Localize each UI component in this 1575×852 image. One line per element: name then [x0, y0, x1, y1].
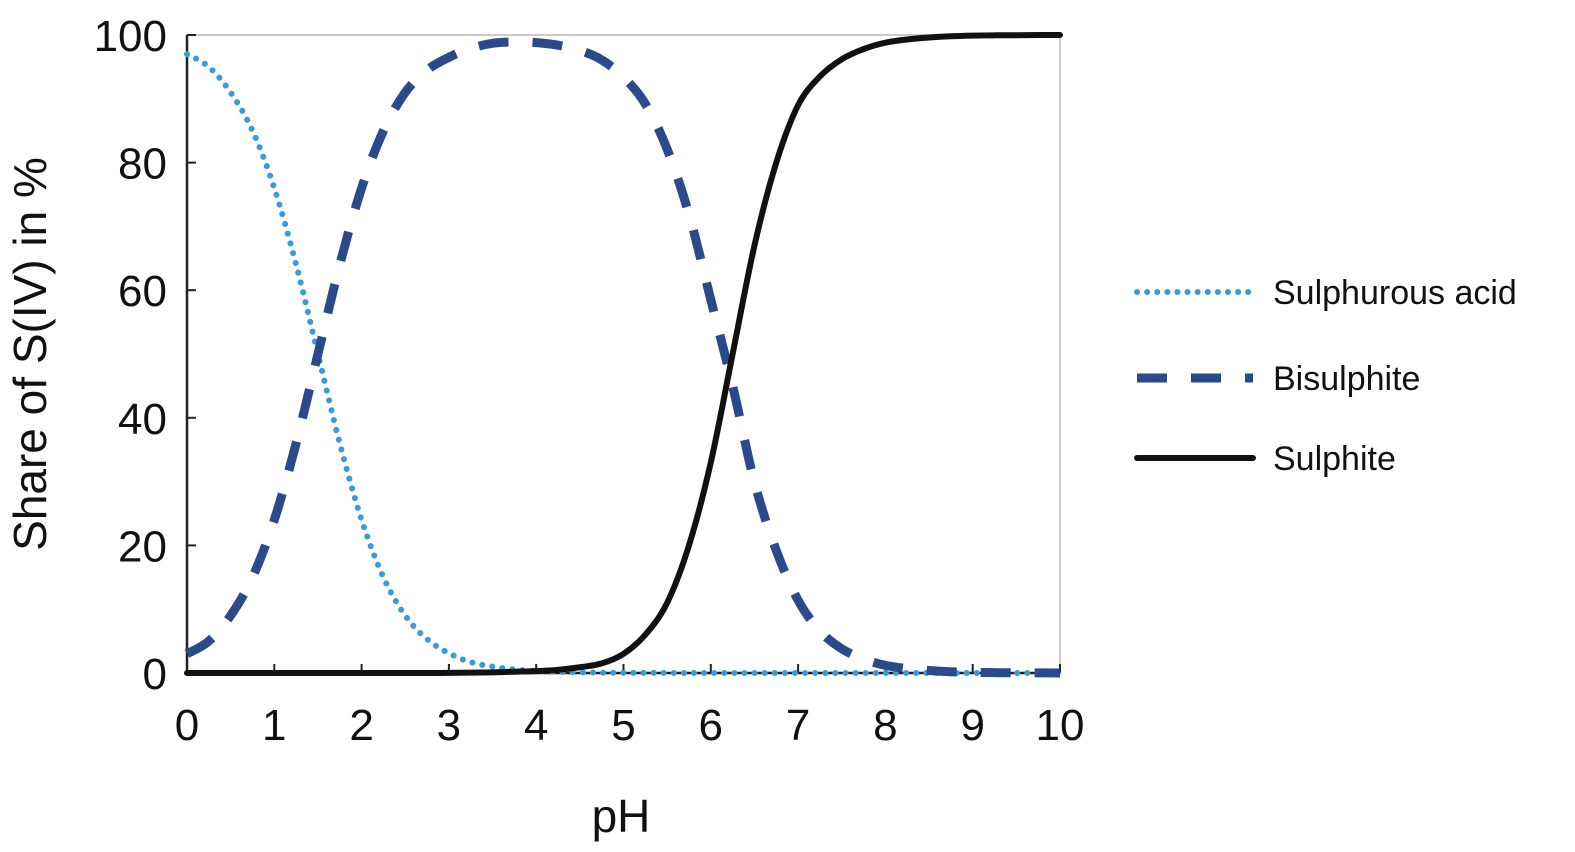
- series-layer: [184, 32, 1063, 678]
- x-tick-label: 1: [262, 701, 286, 750]
- y-tick-label: 40: [118, 395, 167, 444]
- plot-frame: [186, 34, 1061, 674]
- legend-item-bisulphite: Bisulphite: [1137, 360, 1420, 398]
- legend-item-sulphurous-acid: Sulphurous acid: [1134, 274, 1517, 312]
- y-tick-label: 100: [94, 12, 167, 61]
- x-tick-label: 5: [611, 701, 635, 750]
- x-tick-label: 4: [524, 701, 548, 750]
- x-tick-label: 2: [349, 701, 373, 750]
- y-tick-label: 80: [118, 140, 167, 189]
- series-line-sulphite: [184, 32, 1063, 677]
- legend-label: Bisulphite: [1273, 360, 1420, 398]
- legend-label: Sulphurous acid: [1273, 274, 1517, 312]
- series-line-bisulphite: [184, 37, 1061, 678]
- y-tick-label: 20: [118, 522, 167, 571]
- x-tick-label: 10: [1036, 701, 1085, 750]
- x-tick-label: 7: [786, 701, 810, 750]
- legend: Sulphurous acid Bisulphite Sulphite: [1134, 274, 1517, 478]
- x-axis-title: pH: [592, 790, 651, 842]
- legend-item-sulphite: Sulphite: [1134, 440, 1396, 478]
- x-tick-label: 3: [437, 701, 461, 750]
- legend-label: Sulphite: [1273, 440, 1396, 478]
- y-axis-title: Share of S(IV) in %: [4, 157, 56, 551]
- x-tick-label: 8: [873, 701, 897, 750]
- y-tick-label: 60: [118, 267, 167, 316]
- x-tick-label: 6: [699, 701, 723, 750]
- x-tick-label: 9: [960, 701, 984, 750]
- x-tick-label: 0: [175, 701, 199, 750]
- y-tick-label: 0: [143, 650, 167, 699]
